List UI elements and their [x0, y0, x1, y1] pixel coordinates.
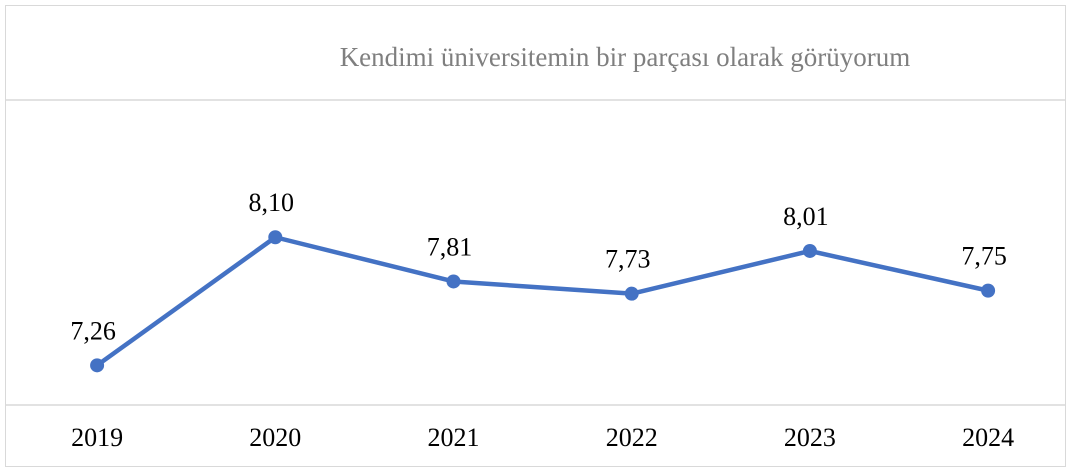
data-point: [90, 358, 105, 373]
data-label: 8,01: [783, 202, 829, 231]
data-label: 7,81: [427, 232, 473, 261]
data-label: 7,26: [70, 316, 116, 345]
data-label: 8,10: [249, 188, 295, 217]
x-tick-label: 2019: [71, 423, 123, 452]
x-tick-label: 2024: [962, 423, 1014, 452]
x-tick-label: 2023: [784, 423, 836, 452]
chart-border: [5, 5, 1066, 467]
data-point: [268, 230, 283, 245]
data-label: 7,75: [961, 242, 1007, 271]
data-point: [802, 243, 817, 258]
x-tick-label: 2020: [249, 423, 301, 452]
x-tick-label: 2021: [428, 423, 480, 452]
data-point: [981, 283, 996, 298]
x-tick-label: 2022: [606, 423, 658, 452]
chart-title: Kendimi üniversitemin bir parçası olarak…: [340, 42, 911, 72]
data-point: [624, 286, 639, 301]
data-point: [446, 274, 461, 289]
data-line: [95, 235, 989, 368]
data-label: 7,73: [605, 245, 651, 274]
